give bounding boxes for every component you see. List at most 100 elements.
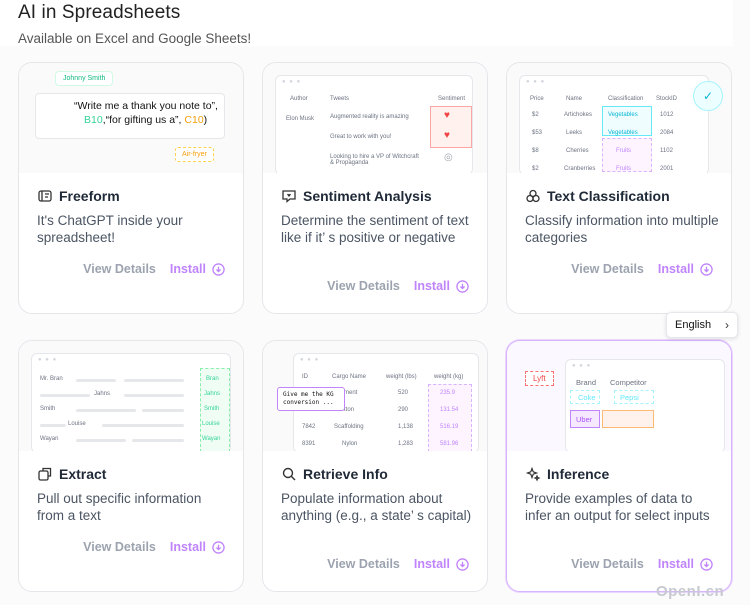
- cell: Leeks: [566, 130, 583, 136]
- view-details-link[interactable]: View Details: [571, 262, 644, 276]
- install-label: Install: [657, 557, 694, 571]
- col-price: Price: [530, 96, 544, 102]
- cell: Fruits: [616, 166, 631, 172]
- card-description: Determine the sentiment of text like if …: [281, 213, 469, 245]
- window-dots: ● ● ●: [572, 363, 592, 369]
- preview-tweet: Great to work with you!: [330, 134, 392, 140]
- text-placeholder: [40, 394, 90, 397]
- col-sentiment: Sentiment: [438, 96, 466, 102]
- card-title-text: Sentiment Analysis: [303, 188, 432, 204]
- preview-ref2: C10: [184, 114, 204, 126]
- col-id: ID: [302, 374, 308, 380]
- cell: 131.54: [440, 407, 459, 413]
- sentiment-preview: ● ● ● Author Tweets Sentiment Elon Musk …: [263, 63, 487, 173]
- install-button[interactable]: Install: [170, 262, 225, 276]
- cell: Jahns: [94, 391, 111, 397]
- install-button[interactable]: Install: [414, 279, 469, 293]
- page-header: AI in Spreadsheets Available on Excel an…: [0, 0, 733, 46]
- text-placeholder: [76, 439, 126, 442]
- cell: 7842: [302, 424, 316, 430]
- install-button[interactable]: Install: [414, 557, 469, 571]
- retrieve-preview: ● ● ● ID Cargo Name weight (lbs) weight …: [263, 341, 487, 451]
- window-dots: ● ● ●: [300, 357, 320, 363]
- preview-tweet: Looking to hire a VP of Witchcraft & Pro…: [330, 154, 419, 166]
- card-text-classification[interactable]: ● ● ● Price Name Classification StockID …: [506, 62, 732, 314]
- install-button[interactable]: Install: [658, 557, 713, 571]
- preview-cell-tag: Air-fryer: [175, 147, 214, 162]
- install-label: Install: [413, 279, 450, 293]
- preview-prompt-start: “Write me a thank you note to”,: [74, 100, 218, 112]
- card-freeform[interactable]: Johnny Smith “Write me a thank you note …: [18, 62, 244, 314]
- classification-preview: ● ● ● Price Name Classification StockID …: [507, 63, 731, 173]
- language-selector[interactable]: English ›: [666, 312, 738, 338]
- cell: ment: [344, 390, 358, 396]
- install-button[interactable]: Install: [658, 262, 713, 276]
- preview-tag: Lyft: [525, 371, 554, 386]
- card-title: Inference: [525, 466, 609, 482]
- preview-ref1: B10: [84, 114, 103, 126]
- cell: Scaffolding: [334, 424, 364, 430]
- cell: $8: [532, 148, 539, 154]
- install-button[interactable]: Install: [170, 540, 225, 554]
- cell: 516.19: [440, 424, 459, 430]
- cell: 1102: [660, 148, 673, 154]
- card-actions: View Details Install: [571, 262, 713, 276]
- download-icon: [700, 262, 713, 276]
- card-inference[interactable]: ● ● ● Brand Competitor Coke Pepsi Uber L…: [506, 340, 732, 592]
- preview-sheet: ● ● ● Mr. Bran Bran Jahns Jahns Smith Sm…: [31, 353, 231, 451]
- download-icon: [700, 557, 713, 571]
- cell: Wayan: [40, 436, 59, 442]
- cell-box: [570, 410, 600, 428]
- text-placeholder: [76, 409, 136, 412]
- cell: $53: [532, 130, 543, 136]
- window-dots: ● ● ●: [526, 79, 546, 85]
- preview-user-tag: Johnny Smith: [55, 71, 114, 86]
- card-actions: View Details Install: [83, 262, 225, 276]
- col-tweets: Tweets: [330, 96, 350, 102]
- extracted-column: [200, 368, 230, 451]
- preview-sheet: ● ● ● Author Tweets Sentiment Elon Musk …: [275, 75, 473, 173]
- card-retrieve-info[interactable]: ● ● ● ID Cargo Name weight (lbs) weight …: [262, 340, 488, 592]
- prompt-tooltip: Give me the KG conversion ...: [277, 387, 345, 411]
- card-extract[interactable]: ● ● ● Mr. Bran Bran Jahns Jahns Smith Sm…: [18, 340, 244, 592]
- install-label: Install: [169, 540, 206, 554]
- col-cargo: Cargo Name: [332, 374, 367, 380]
- cell: Fruits: [616, 148, 631, 154]
- view-details-link[interactable]: View Details: [83, 540, 156, 554]
- card-sentiment-analysis[interactable]: ● ● ● Author Tweets Sentiment Elon Musk …: [262, 62, 488, 314]
- card-title-text: Extract: [59, 466, 107, 482]
- chevron-right-icon: ›: [725, 318, 729, 332]
- view-details-link[interactable]: View Details: [327, 557, 400, 571]
- text-placeholder: [40, 424, 66, 427]
- preview-sheet: ● ● ● Brand Competitor Coke Pepsi Uber: [565, 359, 725, 451]
- heart-icon: ♥: [444, 110, 450, 121]
- preview-author: Elon Musk: [286, 116, 315, 122]
- sparkle-icon: [525, 466, 541, 482]
- cell: 520: [398, 390, 409, 396]
- download-icon: [212, 262, 225, 276]
- cell-box: [570, 390, 600, 404]
- cell: 1,138: [398, 424, 414, 430]
- preview-prompt-box: “Write me a thank you note to”, B10,“for…: [35, 93, 225, 139]
- download-icon: [456, 279, 469, 293]
- cell: Artichokes: [564, 112, 593, 118]
- cell: Nylon: [342, 441, 358, 447]
- preview-prompt-mid: ,“for gifting us a”,: [102, 114, 182, 126]
- cell: 2001: [660, 166, 674, 172]
- view-details-link[interactable]: View Details: [83, 262, 156, 276]
- view-details-link[interactable]: View Details: [571, 557, 644, 571]
- card-actions: View Details Install: [327, 279, 469, 293]
- download-icon: [212, 540, 225, 554]
- extract-preview: ● ● ● Mr. Bran Bran Jahns Jahns Smith Sm…: [19, 341, 243, 451]
- cell: Louise: [202, 421, 220, 427]
- sentiment-highlight: [430, 106, 472, 148]
- search-icon: [282, 467, 296, 481]
- card-title-text: Text Classification: [547, 188, 670, 204]
- col-author: Author: [290, 96, 308, 102]
- view-details-link[interactable]: View Details: [327, 279, 400, 293]
- card-actions: View Details Install: [327, 557, 469, 571]
- cell: Cherries: [566, 148, 589, 154]
- col-brand: Brand: [576, 378, 597, 387]
- text-placeholder: [142, 409, 184, 412]
- freeform-preview: Johnny Smith “Write me a thank you note …: [19, 63, 243, 173]
